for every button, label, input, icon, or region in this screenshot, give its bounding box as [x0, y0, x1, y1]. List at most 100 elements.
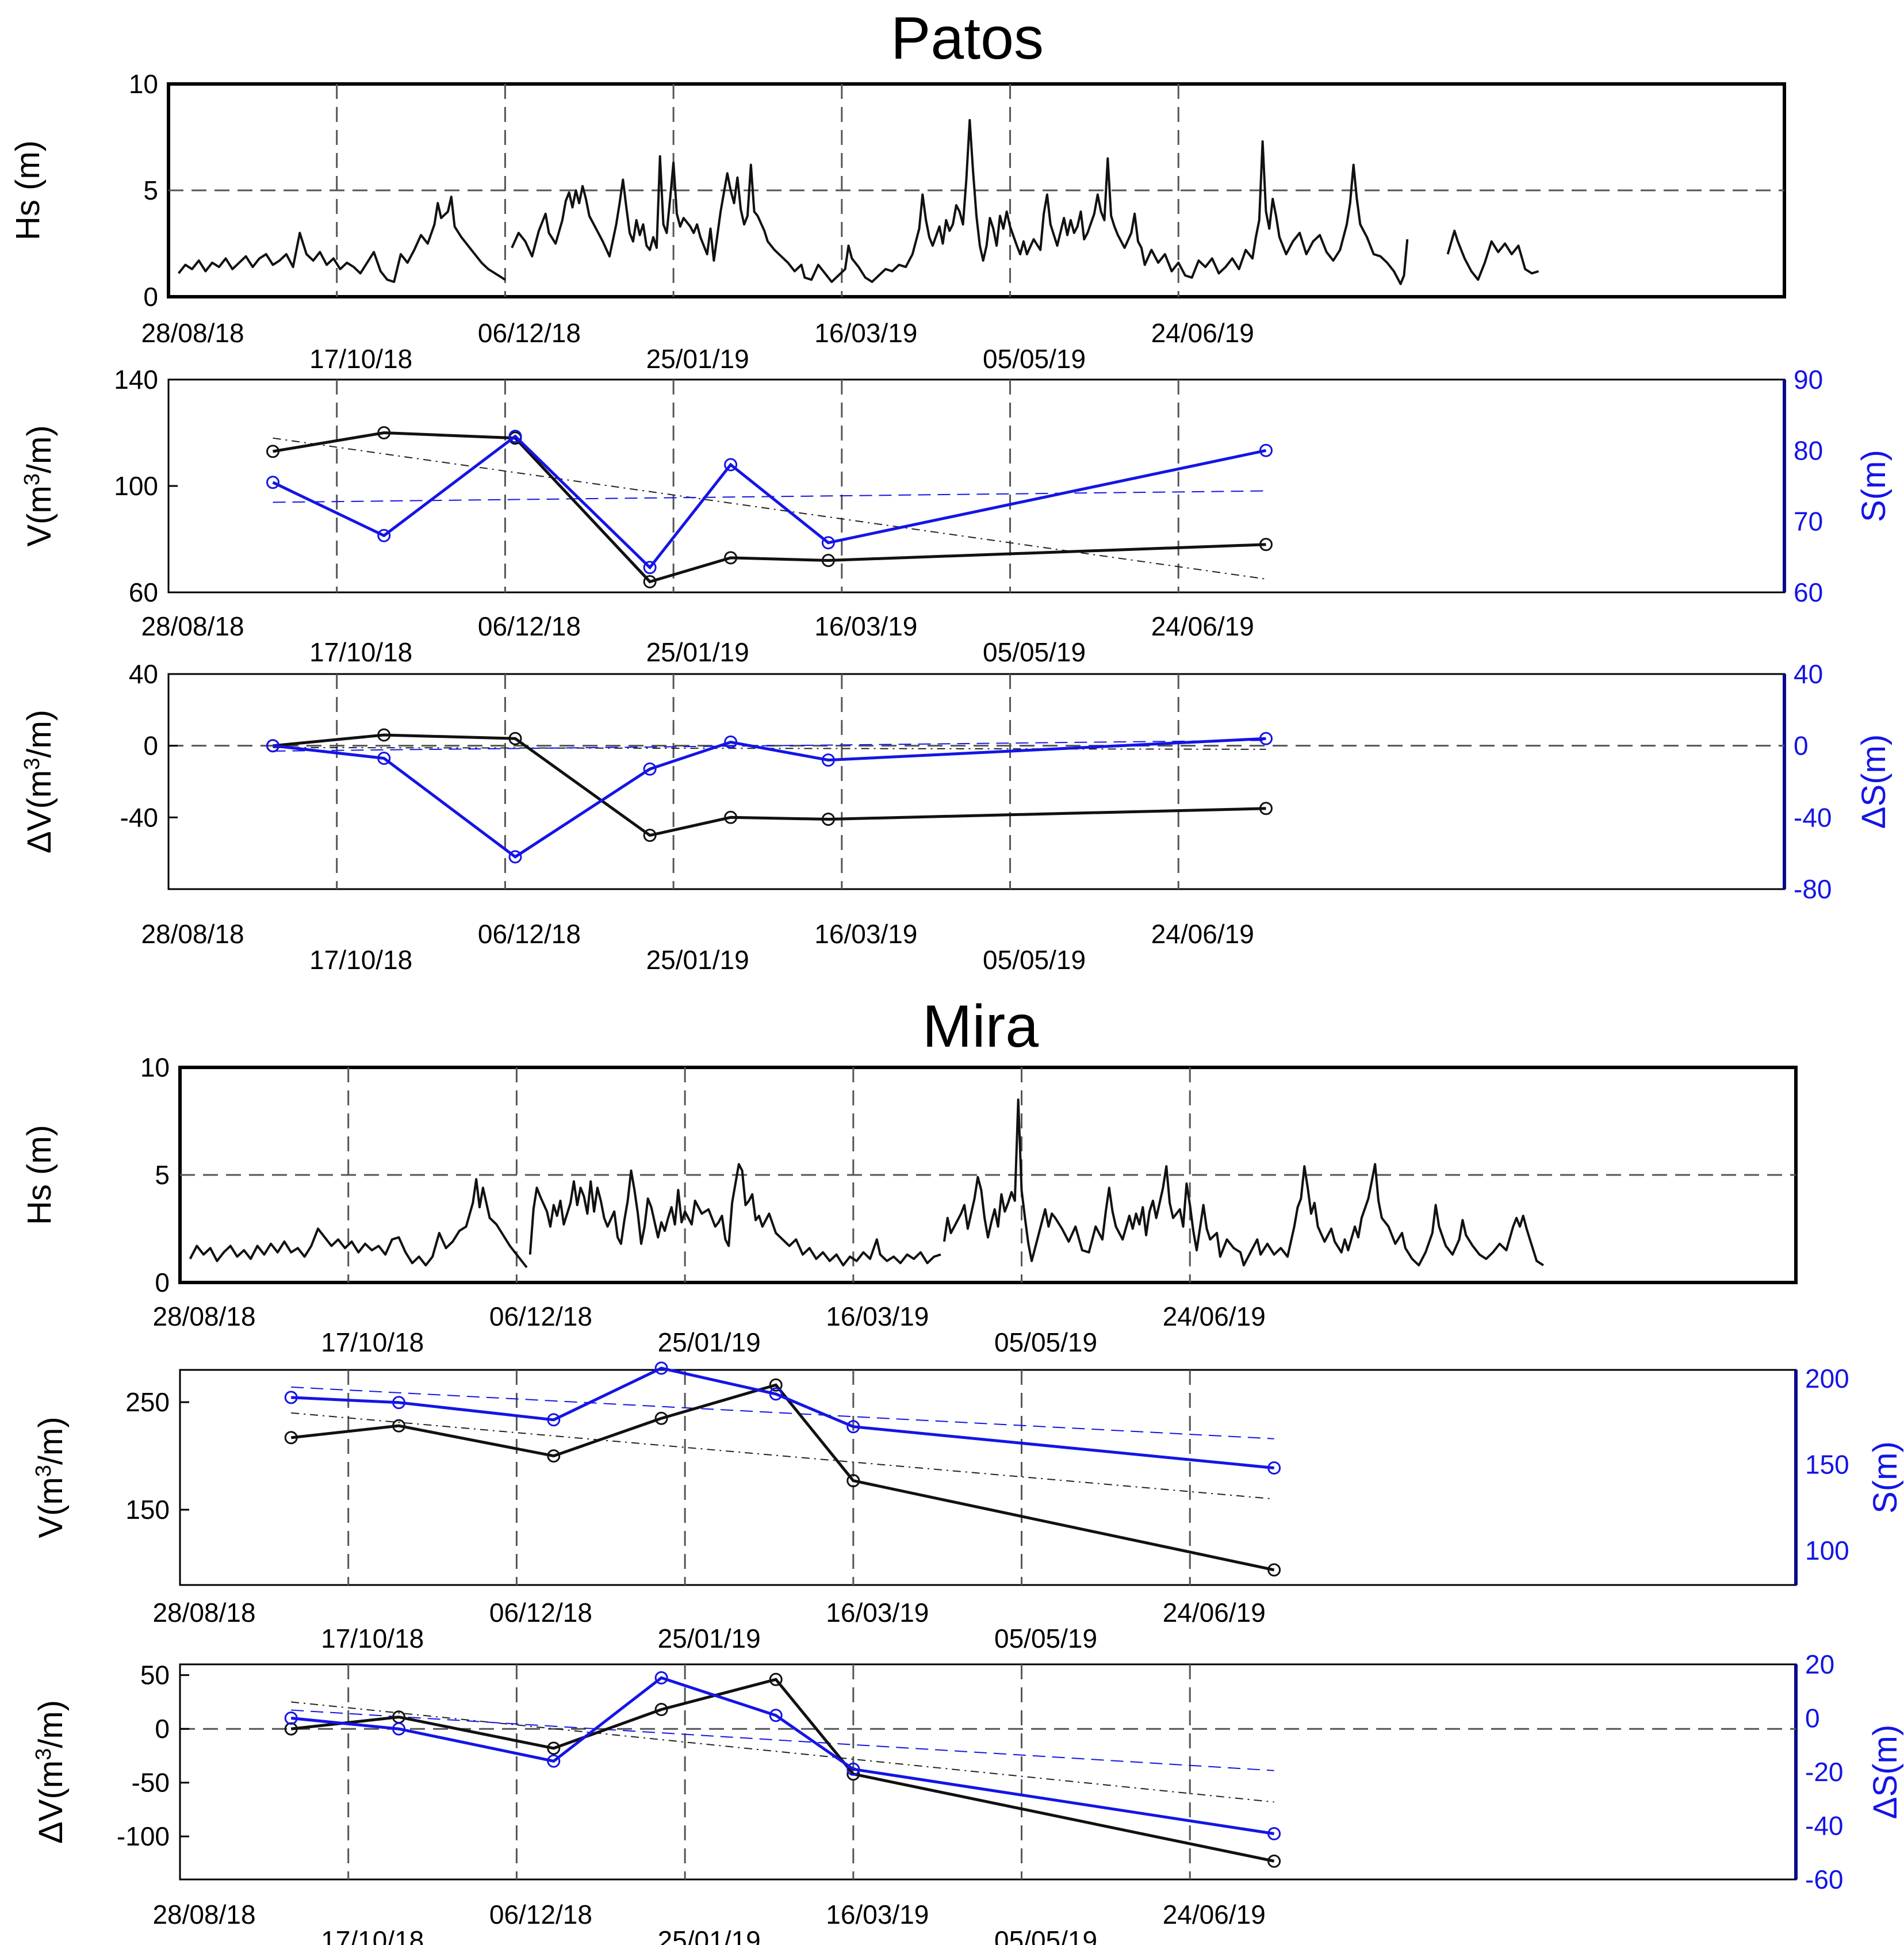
patos-volume-xtick-label: 17/10/18 [309, 637, 412, 667]
mira-change-y2tick-label: 0 [1805, 1703, 1820, 1733]
mira-volume-s-trend [291, 1386, 1274, 1439]
patos-volume-frame [167, 378, 1786, 594]
mira-change-dv-marker [1267, 1854, 1281, 1868]
mira-volume-panel: 150 250 100 150 200 V(m3/m) S(m) 28/08/18 17/10/… [32, 1361, 1904, 1653]
mira-hs-hs-series [943, 1098, 1544, 1267]
patos-change-y2tick-label: -40 [1794, 802, 1832, 832]
patos-volume-panel: 60 100 140 60 70 80 90 V(m3/m) S(m) 28/08/18 17/10… [20, 365, 1892, 667]
mira-change-xtick-label: 17/10/18 [321, 1925, 424, 1945]
mira-change-xtick-label: 25/01/19 [658, 1925, 761, 1945]
patos-hs-hs-series [511, 118, 1409, 285]
mira-hs-xtick-label: 06/12/18 [489, 1301, 592, 1331]
patos-volume-v-trend [273, 437, 1266, 580]
patos-change-dv-marker [377, 728, 391, 742]
patos-change-y2tick-label: -80 [1794, 874, 1832, 904]
patos-change-xtick-label: 05/05/19 [983, 945, 1086, 975]
patos-change-xtick-label: 17/10/18 [309, 945, 412, 975]
patos-volume-y2tick-label: 70 [1794, 507, 1823, 537]
patos-volume-ylabel: V(m3/m) [20, 425, 58, 546]
patos-volume-v-marker [266, 445, 279, 458]
mira-volume-v-marker [846, 1474, 860, 1488]
patos-volume-xtick-label: 16/03/19 [814, 611, 917, 641]
mira-volume-ylabel-part: V(m [32, 1477, 70, 1538]
mira-change-ds-marker [392, 1722, 405, 1736]
patos-change-ylabel-part: ΔV(m [21, 770, 58, 853]
mira-change-xtick-label: 05/05/19 [994, 1925, 1097, 1945]
patos-volume-ylabel-sup: 3 [20, 473, 44, 485]
mira-volume-xtick-label: 05/05/19 [994, 1624, 1097, 1653]
patos-volume-v-marker [1259, 538, 1273, 552]
patos-volume-s-marker [266, 476, 279, 489]
mira-hs-panel: 0 5 10 Hs (m) 28/08/18 17/10/18 06/12/18 25/01/… [21, 1052, 1798, 1357]
mira-volume-v-marker [284, 1431, 298, 1445]
patos-change-ytick-label: 0 [143, 731, 158, 761]
patos-volume-ytick-label: 140 [114, 365, 158, 395]
patos-hs-ytick-label: 0 [143, 282, 158, 312]
mira-hs-hs-series [189, 1178, 528, 1269]
mira-volume-v-series [290, 1383, 1275, 1572]
mira-change-xtick-label: 24/06/19 [1163, 1900, 1266, 1929]
patos-change-ylabel: ΔV(m3/m) [20, 710, 58, 853]
mira-volume-s-marker [284, 1391, 298, 1404]
mira-change-ds-marker [547, 1754, 561, 1768]
mira-change-dv-marker [769, 1672, 783, 1686]
mira-hs-hs-series [528, 1163, 941, 1267]
site-title-patos: Patos [891, 5, 1044, 72]
mira-change-ds-marker [654, 1671, 668, 1684]
patos-volume-s-marker [508, 430, 522, 443]
patos-volume-y2label: S(m) [1855, 450, 1892, 522]
patos-volume-xtick-label: 25/01/19 [646, 637, 749, 667]
mira-volume-s-marker [654, 1361, 668, 1375]
patos-change-ds-marker [643, 762, 657, 776]
mira-volume-xtick-label: 17/10/18 [321, 1624, 424, 1653]
mira-volume-ytick-label: 150 [125, 1495, 170, 1525]
patos-hs-ylabel: Hs (m) [9, 140, 47, 240]
patos-hs-hs-series [178, 196, 506, 284]
patos-hs-xtick-label: 28/08/18 [141, 318, 244, 348]
mira-volume-ytick-label: 250 [125, 1387, 170, 1417]
patos-change-ylabel-sup: 3 [20, 758, 44, 770]
patos-change-y2label: ΔS(m) [1855, 734, 1892, 829]
mira-hs-ytick-label: 10 [140, 1052, 170, 1082]
mira-hs-ytick-label: 0 [155, 1268, 170, 1297]
mira-change-ylabel-part: ΔV(m [32, 1760, 70, 1844]
mira-volume-v-marker [769, 1378, 783, 1392]
mira-volume-xtick-label: 25/01/19 [658, 1624, 761, 1653]
mira-hs-xtick-label: 28/08/18 [152, 1301, 255, 1331]
patos-volume-s-marker [1259, 443, 1273, 457]
mira-volume-y2tick-label: 150 [1805, 1450, 1849, 1480]
patos-hs-xtick-label: 17/10/18 [309, 344, 412, 374]
mira-change-ds-marker [1267, 1827, 1281, 1840]
patos-volume-s-marker [643, 561, 657, 575]
patos-hs-ytick-label: 10 [129, 69, 158, 99]
mira-change-dv-trend [291, 1701, 1274, 1803]
mira-volume-xtick-label: 28/08/18 [152, 1598, 255, 1628]
patos-volume-v-series [273, 431, 1266, 584]
patos-volume-v-marker [821, 554, 835, 567]
mira-hs-ytick-label: 5 [155, 1160, 170, 1190]
mira-volume-s-marker [547, 1413, 561, 1427]
mira-change-dv-marker [547, 1741, 561, 1755]
mira-change-ylabel: ΔV(m3/m) [32, 1700, 70, 1844]
mira-change-dv-marker [654, 1703, 668, 1716]
patos-volume-s-marker [724, 458, 738, 472]
mira-change-ds-marker [284, 1712, 298, 1725]
patos-change-dv-marker [643, 829, 657, 842]
mira-change-y2tick-label: -20 [1805, 1757, 1843, 1787]
patos-change-xtick-label: 06/12/18 [478, 919, 581, 949]
patos-hs-xtick-label: 16/03/19 [814, 318, 917, 348]
mira-volume-s-marker [392, 1396, 405, 1410]
mira-hs-xtick-label: 16/03/19 [826, 1301, 929, 1331]
mira-change-ds-trend [291, 1709, 1274, 1771]
patos-volume-y2tick-label: 90 [1794, 365, 1823, 395]
mira-volume-xtick-label: 24/06/19 [1163, 1598, 1266, 1628]
patos-volume-ylabel-part: V(m [21, 485, 58, 546]
patos-volume-v-marker [724, 551, 738, 565]
patos-volume-xtick-label: 28/08/18 [141, 611, 244, 641]
mira-change-y2label: ΔS(m) [1867, 1725, 1904, 1819]
mira-change-xtick-label: 16/03/19 [826, 1900, 929, 1929]
mira-volume-v-marker [1267, 1563, 1281, 1577]
mira-change-ytick-label: -100 [117, 1821, 170, 1851]
patos-hs-xtick-label: 25/01/19 [646, 344, 749, 374]
mira-volume-frame [179, 1369, 1797, 1586]
